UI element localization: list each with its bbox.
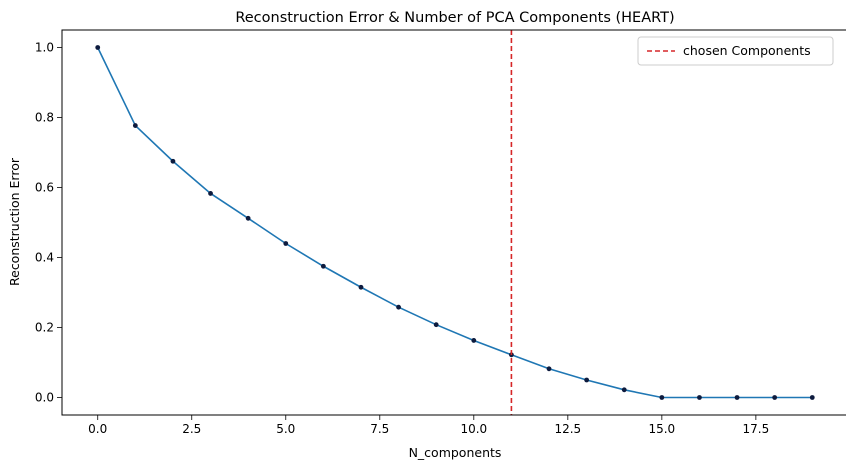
x-tick-label: 12.5 [554,422,581,436]
data-point [471,338,477,343]
y-tick-label: 0.2 [35,321,54,335]
legend: chosen Components [637,36,834,66]
data-point [433,322,439,328]
x-tick-label: 2.5 [182,422,201,436]
data-point [809,395,815,400]
plot-area [95,30,815,415]
y-tick-label: 0.8 [35,111,54,125]
data-point [208,191,213,196]
data-point [170,158,176,164]
y-axis: 0.0 0.2 0.4 0.6 0.8 1.0 [35,41,62,405]
data-point [546,366,552,372]
legend-label-chosen-components: chosen Components [683,43,811,58]
data-point [132,123,138,128]
data-point [95,45,101,50]
data-point [734,395,740,400]
y-axis-label: Reconstruction Error [7,157,22,286]
data-point [396,304,401,310]
x-tick-label: 7.5 [370,422,389,436]
series-line [97,47,813,399]
x-tick-label: 15.0 [648,422,675,436]
x-tick-label: 5.0 [276,422,295,436]
chart-title: Reconstruction Error & Number of PCA Com… [235,10,674,26]
data-point [584,377,590,383]
data-point [320,263,326,269]
x-tick-label: 10.0 [460,422,487,436]
data-point [659,395,665,400]
data-point [772,395,778,400]
data-point [245,215,251,221]
y-tick-label: 1.0 [35,41,54,55]
y-tick-label: 0.6 [35,181,54,195]
data-point [283,241,289,246]
x-tick-label: 17.5 [743,422,770,436]
x-axis-label: N_components [409,445,502,460]
data-point [697,395,702,400]
data-point [621,387,627,393]
x-axis: 0.0 2.5 5.0 7.5 10.0 12.5 15.0 17.5 [88,415,769,436]
legend-box [637,36,834,66]
x-tick-label: 0.0 [88,422,107,436]
y-tick-label: 0.4 [35,251,54,265]
data-point [358,284,364,290]
y-tick-label: 0.0 [35,391,54,405]
axes-frame [61,29,846,416]
